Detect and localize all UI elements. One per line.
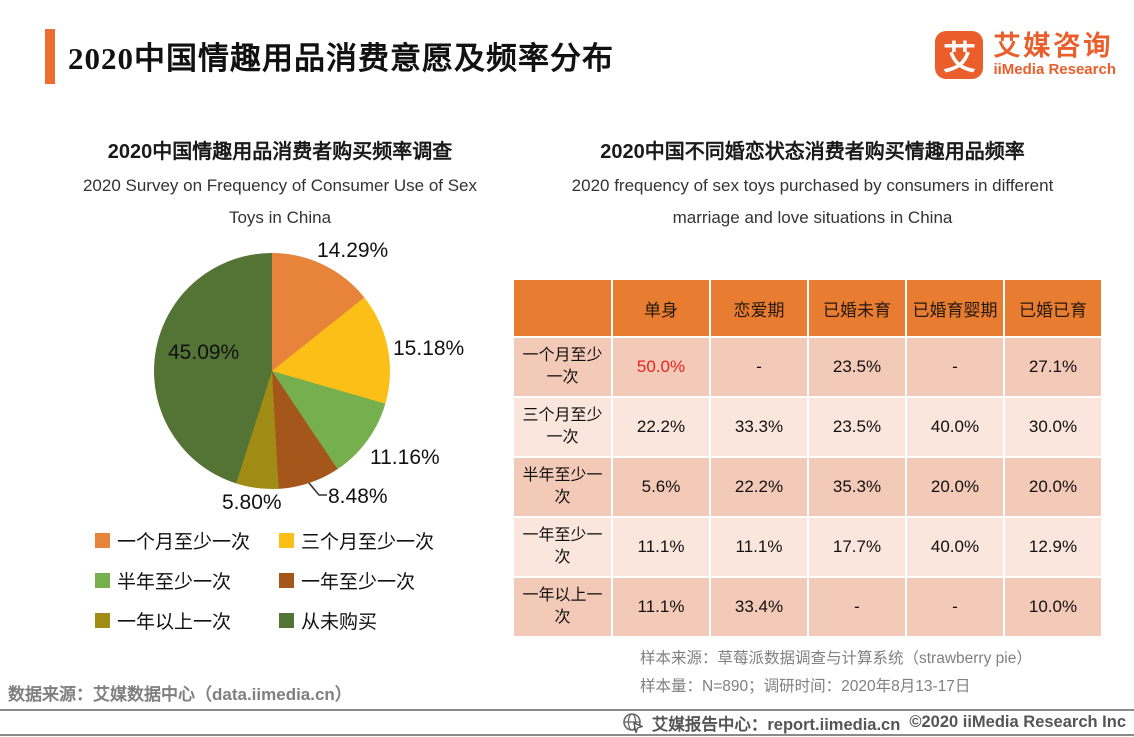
table-header-cell: 单身 (613, 280, 709, 336)
title-accent-bar (45, 29, 55, 84)
table-title: 2020中国不同婚恋状态消费者购买情趣用品频率 (600, 141, 1025, 163)
table-header-cell: 已婚育婴期 (907, 280, 1003, 336)
pie-value-label: 45.09% (168, 341, 240, 364)
table-value-cell: - (907, 578, 1003, 636)
legend-item: 一年以上一次 (95, 607, 279, 634)
logo-name-en: iiMedia Research (993, 61, 1116, 79)
legend-item: 半年至少一次 (95, 567, 279, 594)
legend-swatch-icon (279, 533, 294, 548)
table-row: 一年至少一次 11.1% 11.1% 17.7% 40.0% 12.9% (514, 518, 1101, 576)
table-value-cell: - (809, 578, 905, 636)
table-value-cell: 40.0% (907, 398, 1003, 456)
report-center-text: 艾媒报告中心：report.iimedia.cn (651, 715, 901, 734)
table-value-cell: 11.1% (613, 578, 709, 636)
table-value-cell: 17.7% (809, 518, 905, 576)
pie-chart-subtitle: 2020 Survey on Frequency of Consumer Use… (82, 176, 478, 227)
legend-label: 一个月至少一次 (117, 532, 251, 553)
table-value-cell: 22.2% (613, 398, 709, 456)
table-value-cell: 35.3% (809, 458, 905, 516)
row-label-cell: 一年以上一次 (514, 578, 611, 636)
table-value-cell: 23.5% (809, 398, 905, 456)
pie-value-label: 15.18% (393, 337, 465, 360)
table-value-cell: 20.0% (1005, 458, 1101, 516)
table-header-cell: 恋爱期 (711, 280, 807, 336)
table-value-cell: 20.0% (907, 458, 1003, 516)
legend-item: 一个月至少一次 (95, 527, 279, 554)
pie-value-label: 14.29% (317, 239, 389, 262)
table-header-cell (514, 280, 611, 336)
legend-swatch-icon (279, 613, 294, 628)
pie-area: 14.29% 15.18% 11.16% 8.48% 5.80% 45.09% (45, 135, 515, 530)
table-value-cell: - (907, 338, 1003, 396)
table-notes: 样本来源：草莓派数据调查与计算系统（strawberry pie） 样本量：N=… (640, 645, 1032, 701)
table-value-cell: 11.1% (613, 518, 709, 576)
legend-item: 三个月至少一次 (279, 527, 434, 554)
legend-swatch-icon (95, 573, 110, 588)
table-subtitle: 2020 frequency of sex toys purchased by … (571, 176, 1054, 227)
freq-table: 单身 恋爱期 已婚未育 已婚育婴期 已婚已育 一个月至少一次 50.0% -23.5% -27… (512, 278, 1103, 638)
pie-legend: 一个月至少一次 三个月至少一次半年至少一次 一年至少一次一年以上一次 从未购买 (95, 527, 434, 634)
table-value-cell: 12.9% (1005, 518, 1101, 576)
table-value-cell: 33.4% (711, 578, 807, 636)
table-value-cell: 23.5% (809, 338, 905, 396)
legend-label: 一年以上一次 (117, 612, 232, 633)
table-value-cell: 30.0% (1005, 398, 1101, 456)
legend-swatch-icon (279, 573, 294, 588)
legend-swatch-icon (95, 613, 110, 628)
legend-label: 半年至少一次 (117, 572, 232, 593)
report-center-globe-icon (622, 712, 643, 733)
table-value-cell: 5.6% (613, 458, 709, 516)
data-source-note: 数据来源：艾媒数据中心（data.iimedia.cn） (8, 685, 352, 704)
table-row: 三个月至少一次 22.2% 33.3% 23.5% 40.0% 30.0% (514, 398, 1101, 456)
footer-divider-bottom (0, 734, 1134, 736)
table-header-cell: 已婚未育 (809, 280, 905, 336)
table-row: 一个月至少一次 50.0% -23.5% -27.1% (514, 338, 1101, 396)
table-value-cell: 50.0% (613, 338, 709, 396)
legend-label: 一年至少一次 (301, 572, 416, 593)
table-row: 半年至少一次 5.6% 22.2% 35.3% 20.0% 20.0% (514, 458, 1101, 516)
pie-chart-panel: 2020中国情趣用品消费者购买频率调查 2020 Survey on Frequ… (45, 135, 515, 645)
row-label-cell: 三个月至少一次 (514, 398, 611, 456)
legend-item: 从未购买 (279, 607, 434, 634)
iimedia-logo: 艾 艾媒咨询 iiMedia Research (935, 31, 1116, 79)
pie-value-label: 5.80% (222, 491, 282, 514)
page-title: 2020中国情趣用品消费意愿及频率分布 (68, 41, 614, 76)
table-value-cell: 11.1% (711, 518, 807, 576)
pie-chart-title: 2020中国情趣用品消费者购买频率调查 (107, 141, 453, 163)
table-value-cell: 22.2% (711, 458, 807, 516)
legend-label: 从未购买 (301, 612, 378, 633)
row-label-cell: 一个月至少一次 (514, 338, 611, 396)
copyright-text: ©2020 iiMedia Research Inc (909, 713, 1126, 731)
table-panel: 2020中国不同婚恋状态消费者购买情趣用品频率 2020 frequency o… (505, 135, 1120, 695)
table-header-row: 单身 恋爱期 已婚未育 已婚育婴期 已婚已育 (514, 280, 1101, 336)
sample-source-note: 样本来源：草莓派数据调查与计算系统（strawberry pie） (640, 650, 1032, 667)
table-row: 一年以上一次 11.1% 33.4% - -10.0% (514, 578, 1101, 636)
legend-swatch-icon (95, 533, 110, 548)
legend-label: 三个月至少一次 (301, 532, 435, 553)
iimedia-logo-icon: 艾 (935, 31, 984, 79)
table-header-cell: 已婚已育 (1005, 280, 1101, 336)
pie-value-label: 11.16% (370, 446, 440, 469)
pie-chart (154, 253, 390, 489)
pie-value-label: 8.48% (328, 485, 388, 508)
table-value-cell: 10.0% (1005, 578, 1101, 636)
table-value-cell: - (711, 338, 807, 396)
footer-bar: 艾媒报告中心：report.iimedia.cn ©2020 iiMedia R… (622, 711, 1126, 734)
row-label-cell: 半年至少一次 (514, 458, 611, 516)
sample-size-note: 样本量：N=890；调研时间：2020年8月13-17日 (640, 678, 971, 695)
row-label-cell: 一年至少一次 (514, 518, 611, 576)
footer-divider-top (0, 709, 1134, 711)
table-value-cell: 27.1% (1005, 338, 1101, 396)
table-value-cell: 40.0% (907, 518, 1003, 576)
logo-name-cn: 艾媒咨询 (993, 30, 1114, 61)
table-value-cell: 33.3% (711, 398, 807, 456)
legend-item: 一年至少一次 (279, 567, 434, 594)
